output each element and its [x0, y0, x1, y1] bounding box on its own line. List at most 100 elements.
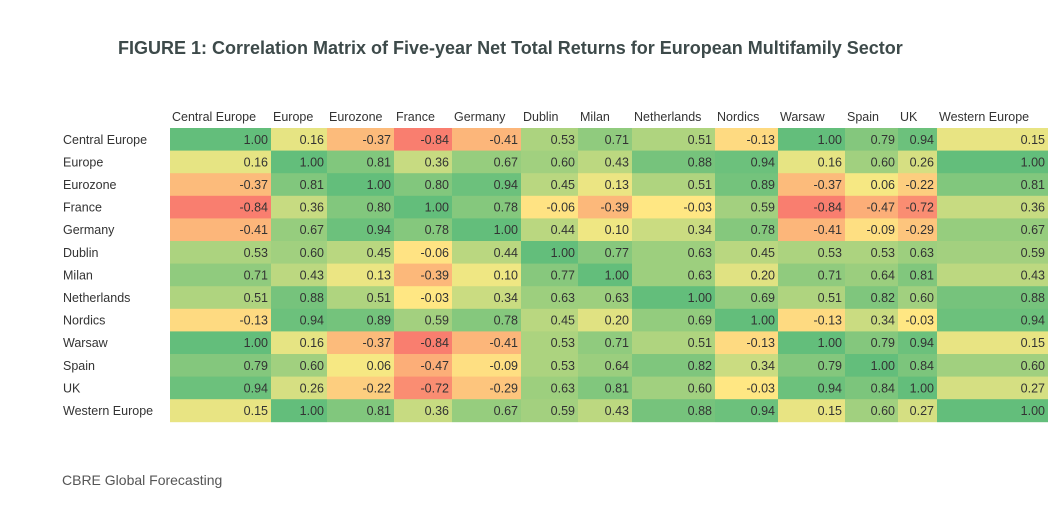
heatmap-cell — [452, 331, 521, 355]
heatmap-cell — [327, 286, 394, 310]
cell-value: 0.79 — [818, 359, 842, 373]
heatmap-cell — [632, 195, 715, 219]
heatmap-cell — [898, 173, 937, 197]
heatmap-cell — [170, 331, 271, 355]
row-header: Western Europe — [63, 404, 153, 418]
column-header: Germany — [454, 110, 506, 124]
cell-value: 0.53 — [551, 359, 575, 373]
heatmap-cell — [632, 173, 715, 197]
heatmap-cell — [778, 376, 845, 400]
cell-value: -0.03 — [421, 291, 450, 305]
heatmap-cell — [271, 263, 327, 287]
cell-value: 0.26 — [300, 381, 324, 395]
cell-value: -0.84 — [421, 336, 450, 350]
cell-value: -0.29 — [490, 381, 519, 395]
heatmap-cell — [778, 308, 845, 332]
heatmap-cell — [170, 173, 271, 197]
cell-value: 0.51 — [688, 133, 712, 147]
cell-value: 0.43 — [605, 404, 629, 418]
row-header: Netherlands — [63, 291, 130, 305]
heatmap-cell — [521, 331, 578, 355]
cell-value: 0.51 — [818, 291, 842, 305]
heatmap-cell — [327, 128, 394, 151]
heatmap-cell — [715, 128, 778, 151]
row-header: Dublin — [63, 246, 98, 260]
cell-value: 0.79 — [871, 336, 895, 350]
heatmap-cell — [327, 241, 394, 264]
cell-value: 0.94 — [818, 381, 842, 395]
heatmap-cell — [521, 263, 578, 287]
cell-value: 0.67 — [1021, 223, 1045, 237]
cell-value: 0.81 — [1021, 178, 1045, 192]
cell-value: -0.03 — [906, 314, 935, 328]
heatmap-cell — [632, 128, 715, 151]
heatmap-cell — [578, 173, 632, 197]
heatmap-cell — [715, 308, 778, 332]
heatmap-cell — [937, 128, 1048, 151]
chart-title: FIGURE 1: Correlation Matrix of Five-yea… — [118, 38, 903, 58]
cell-value: -0.72 — [906, 201, 935, 215]
heatmap-cell — [937, 399, 1048, 423]
cell-value: 0.80 — [425, 178, 449, 192]
heatmap-cell — [452, 241, 521, 264]
heatmap-cell — [170, 308, 271, 332]
heatmap-cell — [394, 173, 452, 197]
cell-value: 0.69 — [751, 291, 775, 305]
heatmap-cell — [521, 218, 578, 242]
cell-value: 1.00 — [910, 381, 934, 395]
cell-value: -0.37 — [240, 178, 269, 192]
cell-value: 0.20 — [751, 268, 775, 282]
cell-value: -0.41 — [490, 133, 519, 147]
cell-value: 0.84 — [910, 359, 934, 373]
heatmap-cell — [394, 128, 452, 151]
heatmap-cell — [937, 263, 1048, 287]
cell-value: 1.00 — [751, 314, 775, 328]
heatmap-cell — [271, 218, 327, 242]
heatmap-cell — [327, 354, 394, 377]
cell-value: -0.29 — [906, 223, 935, 237]
row-header: Eurozone — [63, 178, 117, 192]
heatmap-cell — [632, 331, 715, 355]
heatmap-cell — [937, 331, 1048, 355]
cell-value: 0.43 — [300, 268, 324, 282]
heatmap-cell — [778, 241, 845, 264]
heatmap-cell — [170, 286, 271, 310]
cell-value: 0.53 — [871, 246, 895, 260]
heatmap-cell — [578, 331, 632, 355]
cell-value: 0.79 — [244, 359, 268, 373]
heatmap-cell — [845, 195, 898, 219]
heatmap-cell — [898, 263, 937, 287]
heatmap-cell — [327, 195, 394, 219]
cell-value: -0.37 — [363, 133, 392, 147]
cell-value: 0.60 — [871, 155, 895, 169]
column-header: Western Europe — [939, 110, 1029, 124]
heatmap-cell — [632, 399, 715, 423]
heatmap-cell — [394, 241, 452, 264]
cell-value: 0.71 — [605, 133, 629, 147]
cell-value: 1.00 — [244, 133, 268, 147]
heatmap-cell — [327, 150, 394, 174]
heatmap-cell — [452, 128, 521, 151]
heatmap-cell — [578, 218, 632, 242]
cell-value: 0.63 — [551, 381, 575, 395]
heatmap-cell — [578, 241, 632, 264]
heatmap-cell — [845, 218, 898, 242]
cell-value: 0.82 — [688, 359, 712, 373]
heatmap-cell — [845, 331, 898, 355]
row-header: Germany — [63, 223, 115, 237]
cell-value: 0.69 — [688, 314, 712, 328]
cell-value: 1.00 — [300, 155, 324, 169]
cell-value: 0.44 — [551, 223, 575, 237]
heatmap-cell — [632, 376, 715, 400]
heatmap-cell — [452, 376, 521, 400]
heatmap-cell — [394, 218, 452, 242]
heatmap-cell — [271, 354, 327, 377]
heatmap-cell — [521, 195, 578, 219]
heatmap-cell — [452, 286, 521, 310]
heatmap-cell — [715, 241, 778, 264]
heatmap-cell — [778, 195, 845, 219]
cell-value: -0.13 — [747, 133, 776, 147]
cell-value: 0.63 — [910, 246, 934, 260]
cell-value: 0.51 — [688, 178, 712, 192]
column-header: Netherlands — [634, 110, 701, 124]
